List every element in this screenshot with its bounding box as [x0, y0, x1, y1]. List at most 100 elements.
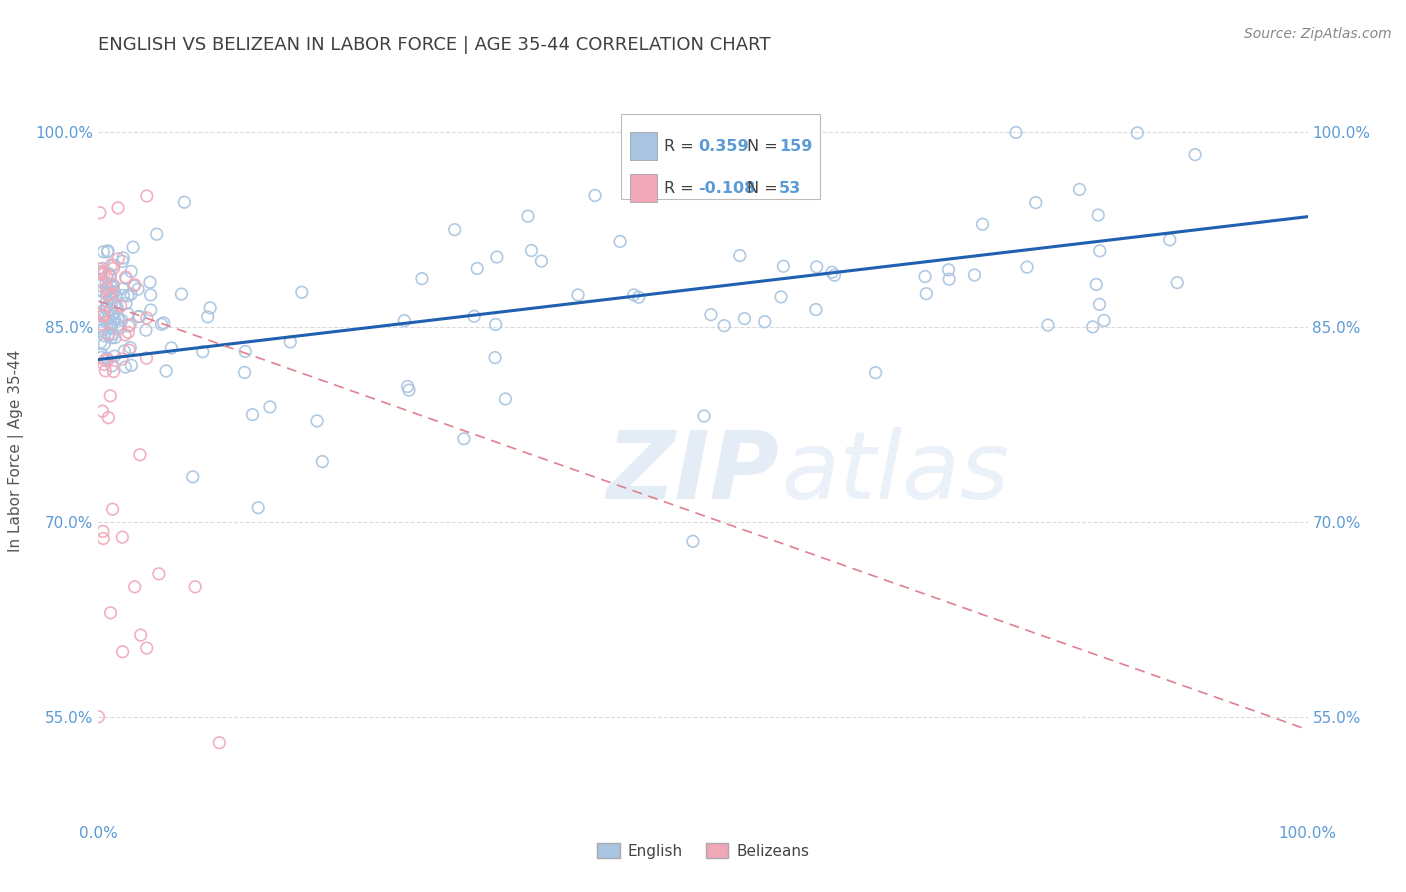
Point	[93, 304, 115, 318]
Point	[103, 349, 125, 363]
Point	[89, 262, 111, 277]
Text: atlas: atlas	[782, 427, 1010, 518]
Point	[97, 326, 120, 341]
Point	[693, 409, 716, 423]
Point	[91, 309, 114, 323]
Point	[135, 310, 157, 325]
Point	[101, 316, 124, 330]
Point	[107, 318, 129, 332]
Point	[98, 268, 121, 283]
Point	[111, 530, 134, 544]
Point	[96, 281, 118, 295]
Point	[87, 272, 110, 286]
Point	[91, 285, 114, 299]
Point	[484, 351, 506, 365]
Point	[101, 277, 124, 292]
Point	[93, 358, 115, 372]
Point	[291, 285, 314, 300]
Point	[160, 341, 183, 355]
Point	[91, 261, 114, 276]
Point	[89, 319, 111, 334]
Point	[97, 310, 120, 324]
Point	[627, 290, 650, 304]
Point	[103, 285, 125, 299]
Point	[208, 736, 231, 750]
Point	[96, 285, 118, 299]
Point	[155, 364, 177, 378]
Point	[124, 277, 146, 292]
Text: R =: R =	[664, 181, 699, 196]
Point	[90, 267, 112, 281]
Text: N =: N =	[747, 181, 782, 196]
Text: -0.108: -0.108	[699, 181, 755, 196]
Point	[96, 300, 118, 314]
Point	[823, 268, 845, 283]
Point	[114, 270, 136, 285]
Point	[191, 344, 214, 359]
Point	[184, 580, 207, 594]
Point	[769, 290, 792, 304]
Text: 0.359: 0.359	[699, 138, 749, 153]
Point	[396, 379, 419, 393]
Point	[98, 318, 121, 332]
Point	[150, 318, 173, 332]
Point	[128, 310, 150, 324]
Point	[93, 267, 115, 281]
Point	[93, 309, 115, 323]
Point	[97, 283, 120, 297]
Point	[97, 244, 120, 259]
Point	[94, 301, 117, 315]
Point	[242, 408, 264, 422]
Point	[453, 432, 475, 446]
Point	[107, 252, 129, 266]
Point	[120, 287, 142, 301]
Point	[804, 302, 827, 317]
Point	[117, 326, 139, 340]
Bar	[630, 132, 657, 161]
Point	[96, 276, 118, 290]
Point	[90, 317, 112, 331]
Text: R =: R =	[664, 138, 699, 153]
Point	[89, 335, 111, 350]
Point	[135, 351, 157, 365]
Point	[772, 260, 794, 274]
Point	[821, 265, 844, 279]
Point	[139, 275, 162, 289]
Point	[97, 328, 120, 343]
Point	[129, 628, 152, 642]
Point	[117, 289, 139, 303]
Point	[118, 343, 141, 358]
Point	[107, 311, 129, 326]
Point	[609, 235, 631, 249]
Point	[1087, 208, 1109, 222]
Point	[94, 364, 117, 378]
Point	[89, 278, 111, 293]
Point	[97, 244, 120, 258]
Point	[465, 261, 488, 276]
Point	[98, 269, 121, 284]
Point	[197, 310, 219, 324]
Point	[139, 288, 162, 302]
Point	[1081, 319, 1104, 334]
Point	[152, 316, 174, 330]
Point	[101, 359, 124, 373]
Point	[583, 188, 606, 202]
Point	[101, 285, 124, 299]
Point	[104, 330, 127, 344]
Point	[101, 295, 124, 310]
Point	[100, 279, 122, 293]
Point	[145, 227, 167, 242]
Point	[1025, 195, 1047, 210]
Point	[98, 389, 121, 403]
Point	[100, 606, 122, 620]
Point	[115, 271, 138, 285]
Point	[103, 261, 125, 276]
Point	[115, 296, 138, 310]
Text: 159: 159	[779, 138, 813, 153]
Point	[398, 383, 420, 397]
Point	[97, 352, 120, 367]
Point	[233, 344, 256, 359]
Point	[1126, 126, 1149, 140]
Point	[865, 366, 887, 380]
Point	[100, 302, 122, 317]
